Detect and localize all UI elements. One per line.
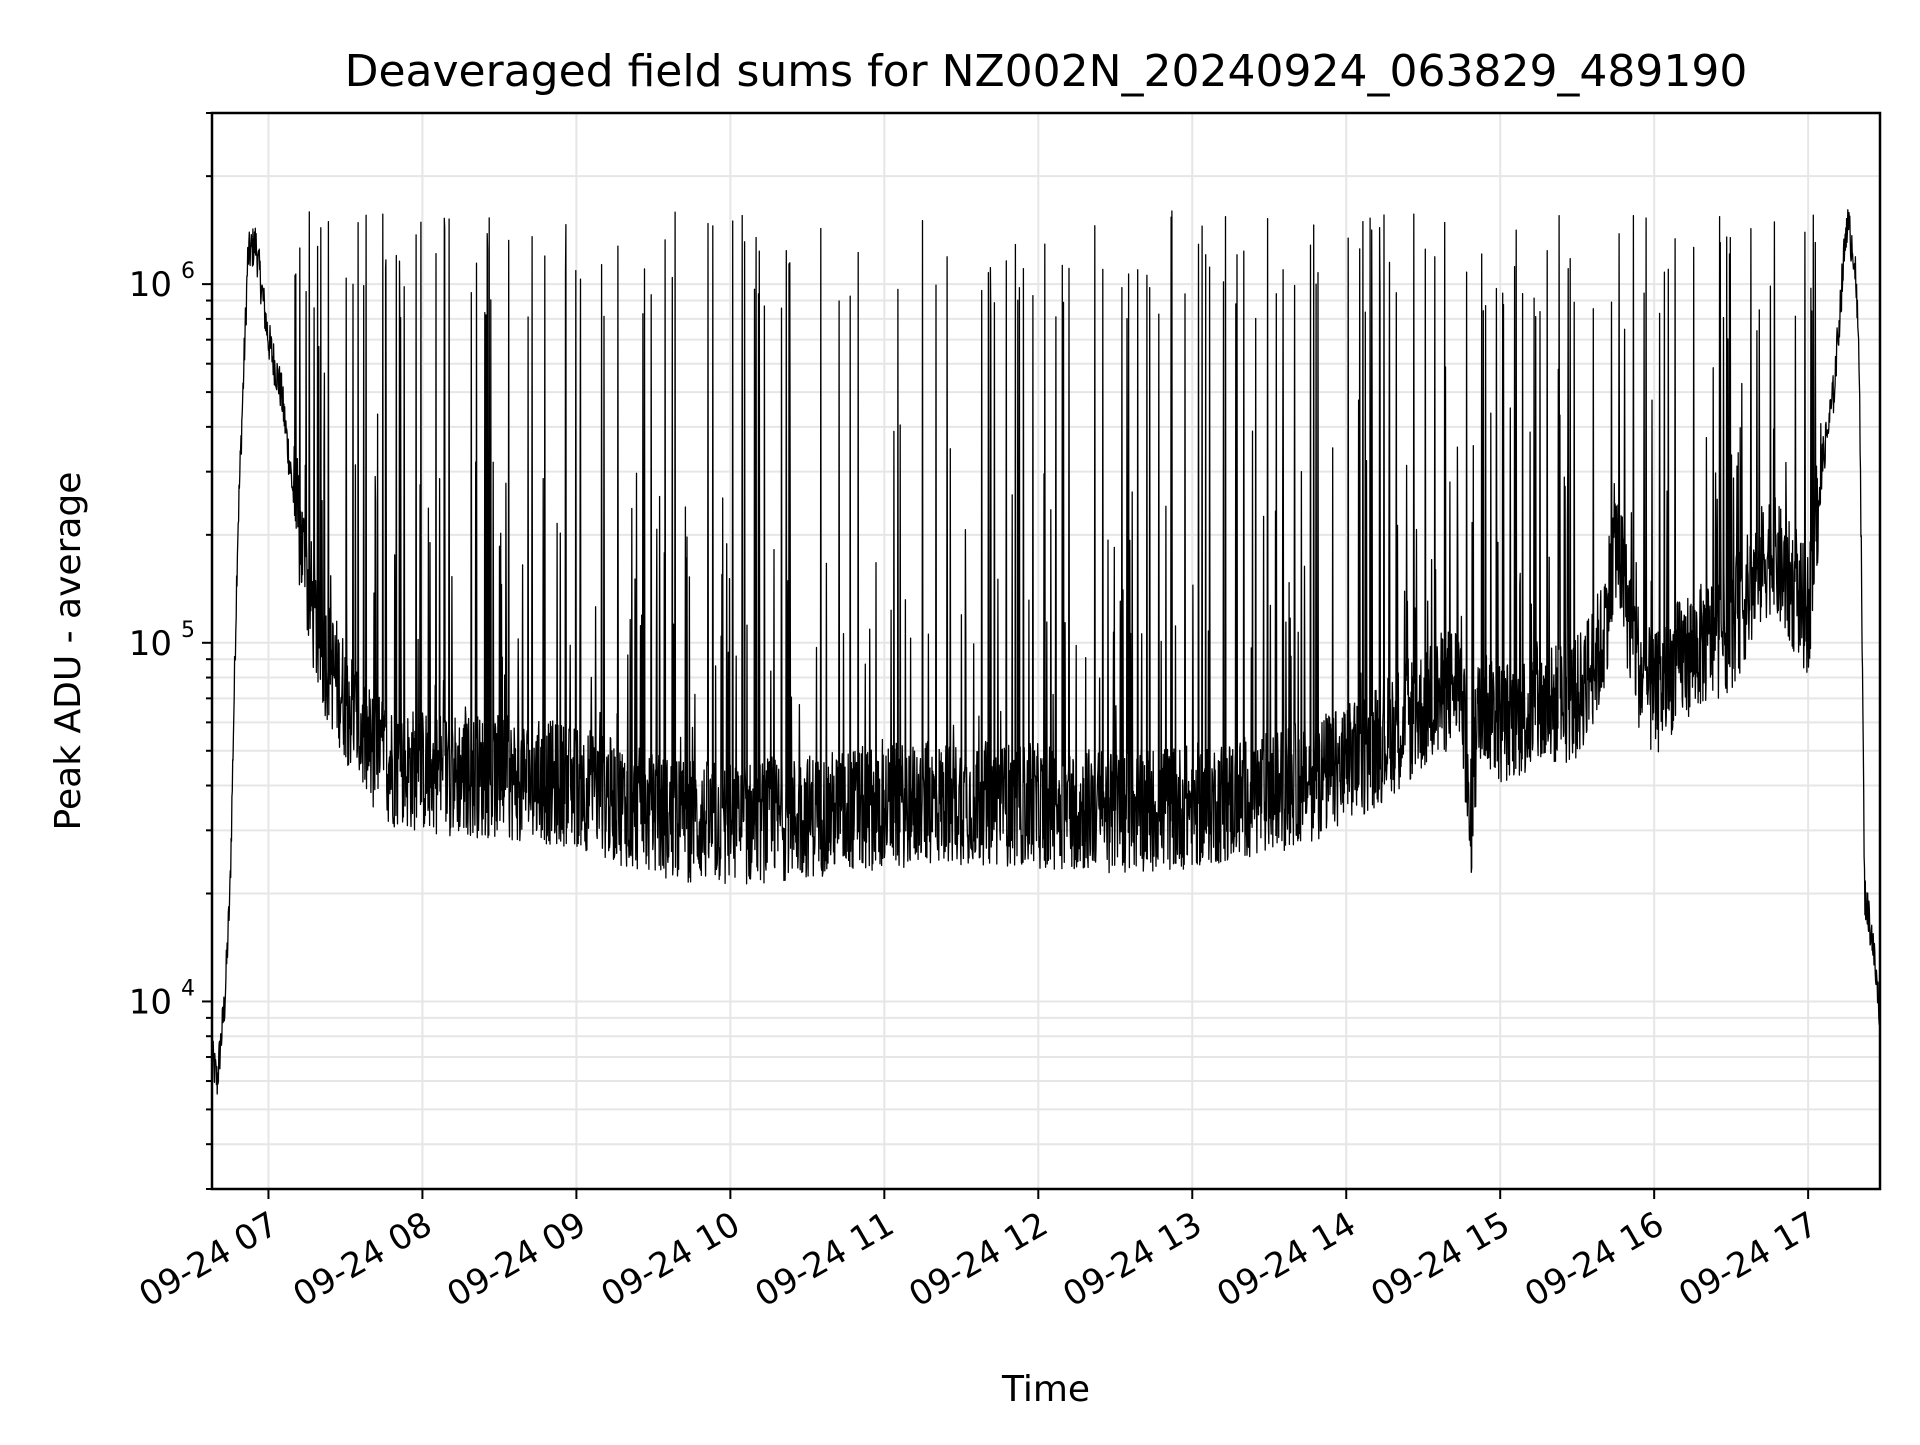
y-tick-base: 10 xyxy=(129,624,172,664)
y-tick-label: 10 xyxy=(129,982,172,1022)
series-line xyxy=(211,209,1881,1095)
x-tick-label: 09-24 13 xyxy=(1056,1204,1208,1315)
y-tick-base: 10 xyxy=(129,265,172,305)
y-tick-base: 10 xyxy=(129,982,172,1022)
y-axis: 10 4 10 5 10 6 xyxy=(129,112,212,1190)
y-tick-label: 10 xyxy=(129,624,172,664)
x-axis-label: Time xyxy=(1001,1369,1090,1410)
x-tick-label: 09-24 10 xyxy=(594,1204,746,1315)
x-tick-label: 09-24 07 xyxy=(133,1204,285,1315)
x-tick-label: 09-24 17 xyxy=(1672,1204,1824,1315)
y-tick-exponent: 4 xyxy=(181,976,195,1001)
y-tick-label: 10 xyxy=(129,265,172,305)
x-tick-label: 09-24 15 xyxy=(1364,1204,1516,1315)
y-axis-label: Peak ADU - average xyxy=(48,472,89,831)
x-tick-label: 09-24 11 xyxy=(748,1204,900,1315)
x-tick-label: 09-24 12 xyxy=(902,1204,1054,1315)
line-layer xyxy=(211,209,1881,1095)
x-axis: 09-24 07 09-24 08 09-24 09 09-24 10 09-24 11… xyxy=(133,1189,1825,1315)
y-tick-exponent: 5 xyxy=(181,618,195,643)
x-tick-label: 09-24 09 xyxy=(441,1204,593,1315)
y-tick-exponent: 6 xyxy=(181,259,195,284)
x-tick-label: 09-24 16 xyxy=(1518,1204,1670,1315)
x-tick-label: 09-24 14 xyxy=(1210,1204,1362,1315)
chart-title: Deaveraged field sums for NZ002N_2024092… xyxy=(345,46,1748,97)
plot-frame xyxy=(210,111,1882,1191)
x-tick-label: 09-24 08 xyxy=(287,1204,439,1315)
